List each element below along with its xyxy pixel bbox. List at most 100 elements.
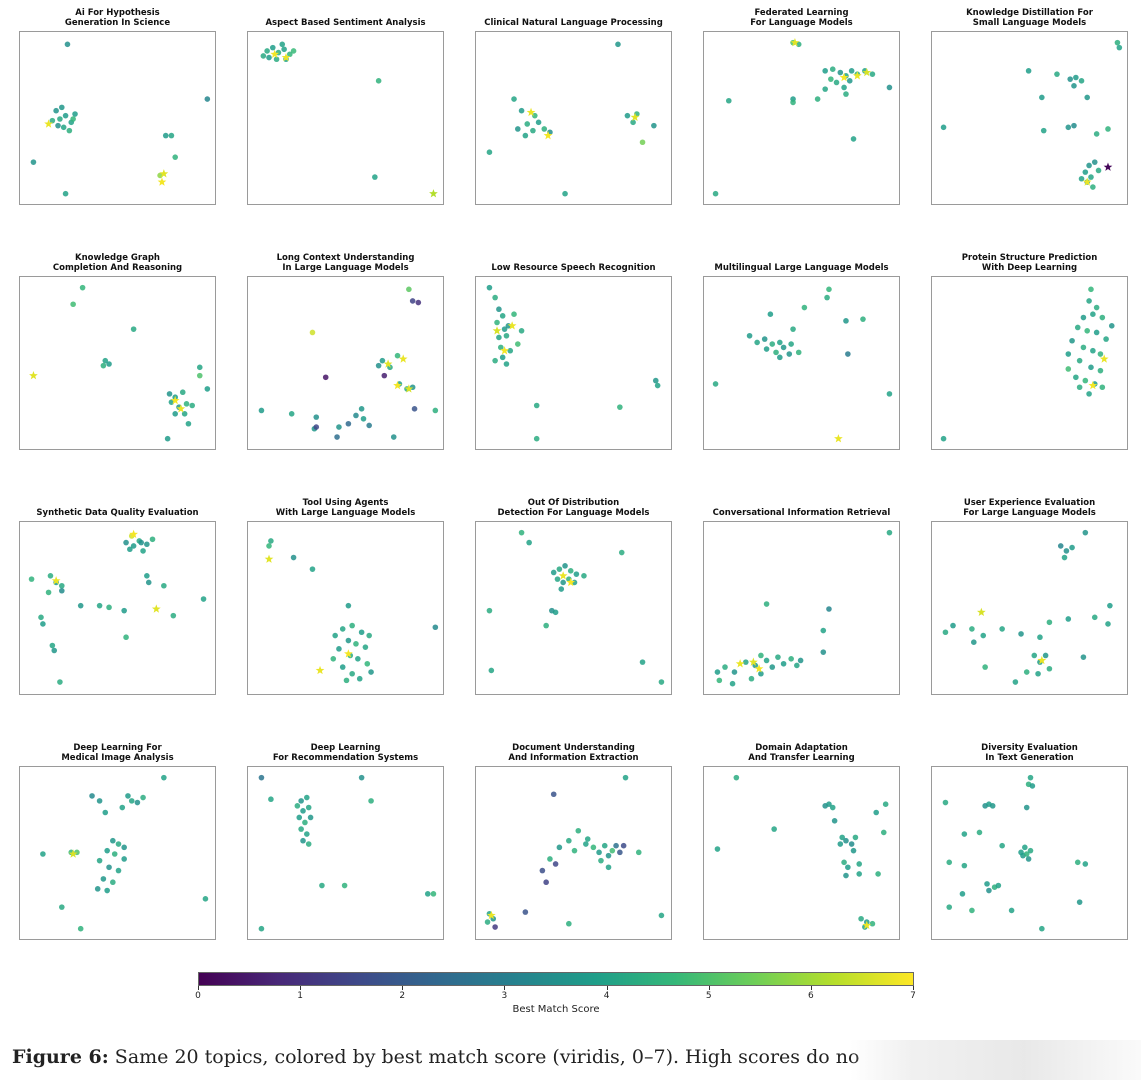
data-point [362,644,369,650]
data-point [134,799,141,806]
panel-title: Low Resource Speech Recognition [491,262,656,273]
data-point [349,622,355,629]
scatter-plot [40,774,209,932]
data-point [179,389,186,396]
data-point [801,304,808,311]
data-point [630,119,636,126]
data-point [166,391,173,397]
data-point [430,891,437,897]
data-point [140,794,146,801]
data-point [839,834,845,841]
data-point [1084,328,1090,334]
data-point [658,912,665,919]
data-point [780,660,787,667]
colorbar [198,972,914,986]
data-point [102,357,109,364]
data-point [121,607,127,614]
data-point [860,316,866,322]
scatter-panel [247,276,444,450]
data-point [773,349,779,356]
best-match-star [398,354,408,363]
caption-overlay [850,1040,1141,1080]
data-point [336,646,342,652]
data-point [322,374,329,381]
data-point [714,669,721,675]
data-point [128,798,135,804]
data-point [1086,298,1092,304]
panel-title: Deep Learning For Medical Image Analysis [61,743,174,763]
data-point [264,48,270,54]
data-point [829,66,836,72]
data-point [1086,391,1092,397]
data-point [886,84,893,91]
data-point [258,925,265,932]
data-point [1069,544,1075,551]
colorbar-tick-mark [300,986,302,990]
data-point [59,582,65,589]
data-point [788,656,794,662]
data-point [882,801,889,807]
data-point [288,411,295,417]
scatter-plot [486,284,661,442]
data-point [432,407,439,414]
data-point [106,604,112,611]
data-point [731,669,738,675]
data-point [1039,94,1045,101]
data-point [115,841,122,847]
scatter-plot [264,538,439,684]
data-point [1025,68,1032,74]
data-point [875,871,881,877]
data-point [763,601,770,607]
data-point [57,679,63,685]
data-point [123,634,129,641]
best-match-star [976,607,986,617]
data-point [518,529,525,536]
best-match-star [344,649,353,658]
data-point [843,318,849,324]
data-point [1080,344,1087,351]
data-point [189,402,196,409]
data-point [1082,169,1089,175]
data-point [846,78,853,84]
data-point [1023,669,1030,675]
data-point [149,536,156,543]
data-point [786,351,793,357]
data-point [573,571,580,577]
data-point [125,793,131,799]
data-point [524,121,531,127]
data-point [850,847,857,854]
data-point [758,670,764,677]
data-point [492,294,498,301]
data-point [507,347,514,354]
data-point [1073,74,1079,81]
data-point [769,341,776,347]
data-point [375,362,382,369]
data-point [841,84,847,91]
data-point [567,568,574,574]
data-point [300,808,306,814]
data-point [409,298,416,304]
data-point [1093,131,1100,137]
data-point [45,589,52,596]
data-point [484,919,491,925]
data-point [294,803,301,809]
data-point [515,341,521,347]
data-point [790,326,796,332]
scatter-panel [475,521,672,695]
scatter-panel [703,276,900,450]
data-point [581,573,587,579]
data-point [145,579,152,586]
data-point [496,334,502,341]
data-point [940,124,947,131]
scatter-panel [931,521,1128,695]
panel-title: Document Understanding And Information E… [508,743,639,763]
data-point [104,847,110,854]
best-match-star [281,52,291,62]
data-point [170,612,177,619]
best-match-star [558,571,568,580]
best-match-star [526,107,536,117]
data-point [886,529,893,536]
data-point [96,857,103,864]
data-point [869,71,876,77]
data-point [164,435,171,442]
